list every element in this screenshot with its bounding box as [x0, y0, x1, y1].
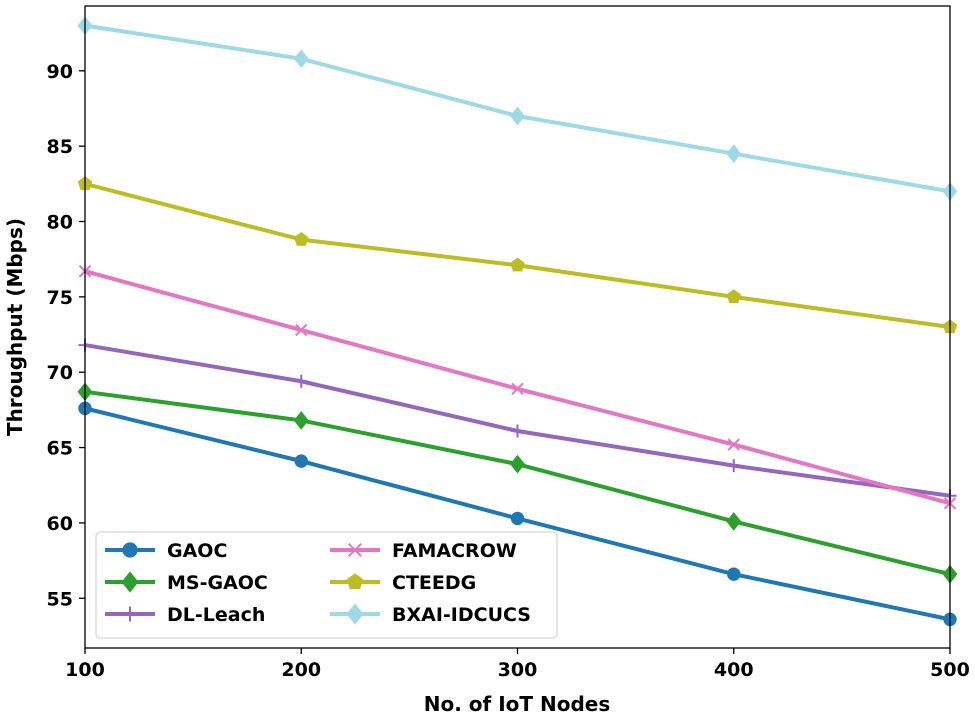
data-point-famacrow-400 [727, 438, 740, 451]
legend-swatch-marker [121, 571, 139, 593]
data-point-bxai-idcucs-400 [726, 144, 742, 163]
data-point-gaoc-200 [294, 454, 308, 468]
legend-swatch-marker [346, 573, 364, 590]
legend-item-cteedg: CTEEDG [330, 572, 476, 594]
x-axis-title: No. of IoT Nodes [424, 692, 611, 716]
legend-swatch-marker [346, 603, 364, 625]
x-tick-label: 500 [930, 659, 970, 681]
data-point-cteedg-200 [294, 231, 309, 246]
data-point-gaoc-300 [510, 511, 525, 526]
data-point-dl-leach-400 [727, 459, 741, 473]
x-tick-label: 400 [714, 659, 754, 681]
legend-swatch-marker [347, 542, 363, 558]
data-point-ms-gaoc-200 [293, 411, 309, 430]
series-famacrow [78, 265, 957, 510]
y-tick-label: 55 [47, 588, 73, 610]
data-point-famacrow-200 [295, 323, 308, 337]
data-point-famacrow-300 [511, 382, 524, 395]
legend-label: DL-Leach [167, 604, 265, 626]
y-tick-label: 85 [47, 136, 73, 158]
y-tick-label: 75 [47, 287, 73, 309]
y-tick-label: 90 [47, 61, 73, 83]
data-point-cteedg-400 [726, 289, 741, 304]
legend-label: MS-GAOC [167, 572, 268, 594]
legend-label: GAOC [167, 540, 227, 562]
legend-label: FAMACROW [392, 540, 517, 562]
legend-item-famacrow: FAMACROW [330, 540, 517, 562]
series-bxai-idcucs [77, 16, 958, 201]
legend-item-dl-leach: DL-Leach [105, 604, 265, 626]
y-tick-label: 80 [47, 212, 73, 234]
data-point-ms-gaoc-400 [726, 512, 742, 531]
legend-item-gaoc: GAOC [105, 540, 227, 562]
series-layer [77, 16, 958, 627]
data-point-cteedg-300 [510, 257, 525, 272]
y-axis-title: Throughput (Mbps) [3, 218, 27, 436]
y-axis: 55 60 65 70 75 80 85 90 [47, 61, 85, 610]
legend-item-ms-gaoc: MS-GAOC [105, 571, 268, 594]
x-tick-label: 200 [281, 659, 321, 681]
data-point-gaoc-400 [727, 567, 741, 581]
x-axis: 100 200 300 400 500 [65, 648, 970, 681]
data-point-ms-gaoc-300 [510, 454, 525, 474]
x-tick-label: 300 [498, 659, 538, 681]
y-tick-label: 60 [47, 513, 73, 535]
y-tick-label: 70 [47, 362, 73, 384]
data-point-bxai-idcucs-200 [293, 49, 309, 69]
legend-box [95, 531, 558, 639]
data-point-dl-leach-200 [294, 374, 308, 388]
legend: GAOC MS-GAOC DL-Leach FAMACROW CTEEDG BXAI-ID… [95, 531, 558, 639]
legend-label: CTEEDG [392, 572, 476, 594]
data-point-bxai-idcucs-300 [510, 106, 525, 126]
series-gaoc [78, 401, 957, 627]
legend-label: BXAI-IDCUCS [392, 604, 531, 626]
legend-item-bxai-idcucs: BXAI-IDCUCS [330, 603, 531, 626]
legend-swatch-marker [122, 606, 138, 622]
legend-swatch-marker [122, 542, 138, 558]
y-tick-label: 65 [47, 438, 73, 460]
data-point-dl-leach-300 [511, 424, 524, 438]
x-tick-label: 100 [65, 659, 105, 681]
